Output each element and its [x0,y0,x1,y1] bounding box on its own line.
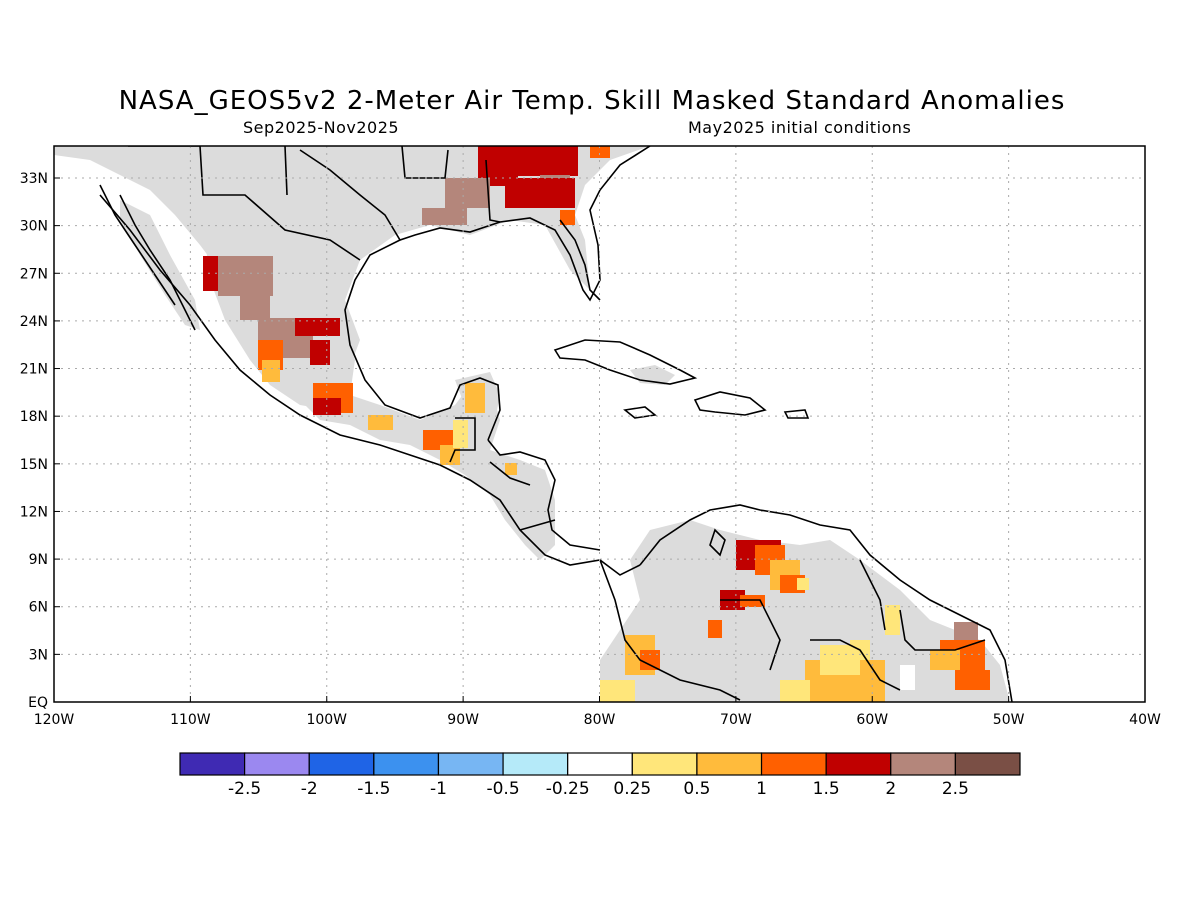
colorbar-swatch [244,752,310,776]
colorbar-label: 0.25 [613,779,651,799]
lon-tick-label: 100W [306,712,347,728]
forecast-period: Sep2025-Nov2025 [243,118,400,137]
lon-tick-label: 50W [993,712,1025,728]
anomaly-cell [518,146,578,176]
anomaly-cell [640,650,660,670]
anomaly-cell [465,383,485,413]
colorbar: -2.5 -2 -1.5 -1 -0.5 -0.25 0.25 0.5 1 1.5 2 2.5 [179,752,1021,799]
colorbar-swatch [825,752,892,776]
anomaly-cell [295,318,340,336]
colorbar-label: 2 [885,779,896,799]
anomaly-cell [310,340,330,365]
anomaly-cell [900,665,915,690]
anomaly-cell [590,146,610,158]
colorbar-swatch [696,752,763,776]
colorbar-label: 0.5 [683,779,710,799]
anomaly-cell [740,595,765,607]
lat-tick-label: 33N [20,171,48,187]
lat-tick-label: 15N [20,457,48,473]
colorbar-swatch [373,752,440,776]
anomaly-cells [203,146,990,702]
colorbar-label: -1 [430,779,447,799]
longitude-axis: 120W 110W 100W 90W 80W 70W 60W 50W 40W [34,696,1161,728]
anomaly-cell [218,256,273,296]
anomaly-cell [797,578,809,590]
anomaly-cell [368,415,393,430]
lat-tick-label: 30N [20,219,48,235]
lat-tick-label: 21N [20,362,48,378]
lat-tick-label: 24N [20,314,48,330]
colorbar-label: -1.5 [357,779,390,799]
colorbar-swatch [631,752,698,776]
lon-tick-label: 90W [447,712,479,728]
colorbar-label: 2.5 [942,779,969,799]
lat-tick-label: 9N [29,552,48,568]
colorbar-label: -2.5 [228,779,261,799]
colorbar-swatch [308,752,375,776]
colorbar-swatch [179,752,246,776]
colorbar-label: -0.5 [486,779,519,799]
anomaly-cell [820,645,860,675]
anomaly-cell [600,680,635,702]
lat-tick-label: 12N [20,504,48,520]
initial-conditions: May2025 initial conditions [688,118,912,137]
colorbar-swatch [567,752,633,776]
lat-tick-label: 18N [20,409,48,425]
graticule [54,146,1145,702]
skill-mask-region [54,146,1010,702]
anomaly-cell [240,290,270,320]
colorbar-label: 1 [756,779,767,799]
lon-tick-label: 70W [720,712,752,728]
colorbar-swatch [437,752,504,776]
map-panel [54,146,1145,702]
coastlines [99,146,1013,702]
lat-tick-label: EQ [28,695,48,711]
anomaly-cell [262,360,280,382]
anomaly-cell [422,208,467,225]
lon-tick-label: 40W [1129,712,1161,728]
colorbar-swatch [890,752,956,776]
colorbar-label: 1.5 [813,779,840,799]
anomaly-cell [560,210,575,225]
lat-tick-label: 6N [29,600,48,616]
lon-tick-label: 120W [34,712,75,728]
map-title: NASA_GEOS5v2 2-Meter Air Temp. Skill Mas… [118,86,1066,116]
lat-tick-label: 27N [20,266,48,282]
anomaly-cell [780,680,810,702]
colorbar-swatch [954,752,1021,776]
colorbar-swatch [502,752,569,776]
lon-tick-label: 110W [170,712,211,728]
lat-tick-label: 3N [29,647,48,663]
lon-tick-label: 80W [584,712,616,728]
colorbar-swatch [760,752,827,776]
latitude-axis: EQ 3N 6N 9N 12N 15N 18N 21N 24N 27N 30N 33N [20,171,60,711]
anomaly-cell [505,463,517,475]
anomaly-cell [505,178,575,208]
anomaly-cell [885,605,900,635]
colorbar-label: -0.25 [546,779,590,799]
anomaly-cell [955,670,990,690]
anomaly-cell [708,620,722,638]
anomaly-cell [930,650,960,670]
colorbar-label: -2 [301,779,318,799]
anomaly-cell [453,420,468,448]
lon-tick-label: 60W [856,712,888,728]
